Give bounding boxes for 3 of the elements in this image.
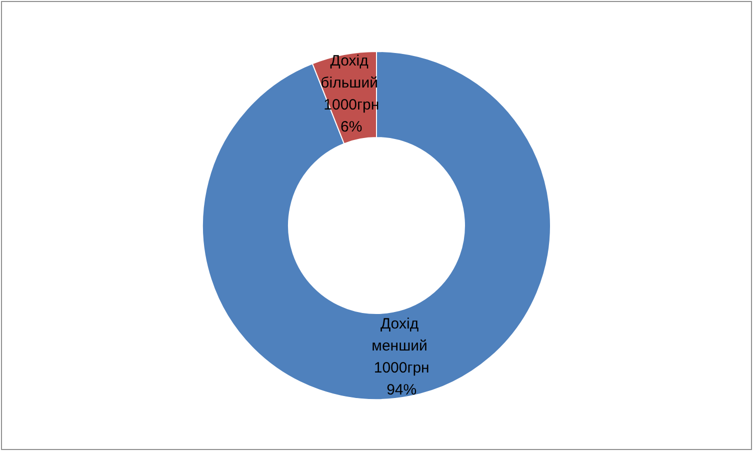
data-label: 6% (340, 118, 362, 136)
slice-label: Дохід менший 1000грн (372, 316, 432, 377)
data-label: 94% (386, 382, 417, 399)
